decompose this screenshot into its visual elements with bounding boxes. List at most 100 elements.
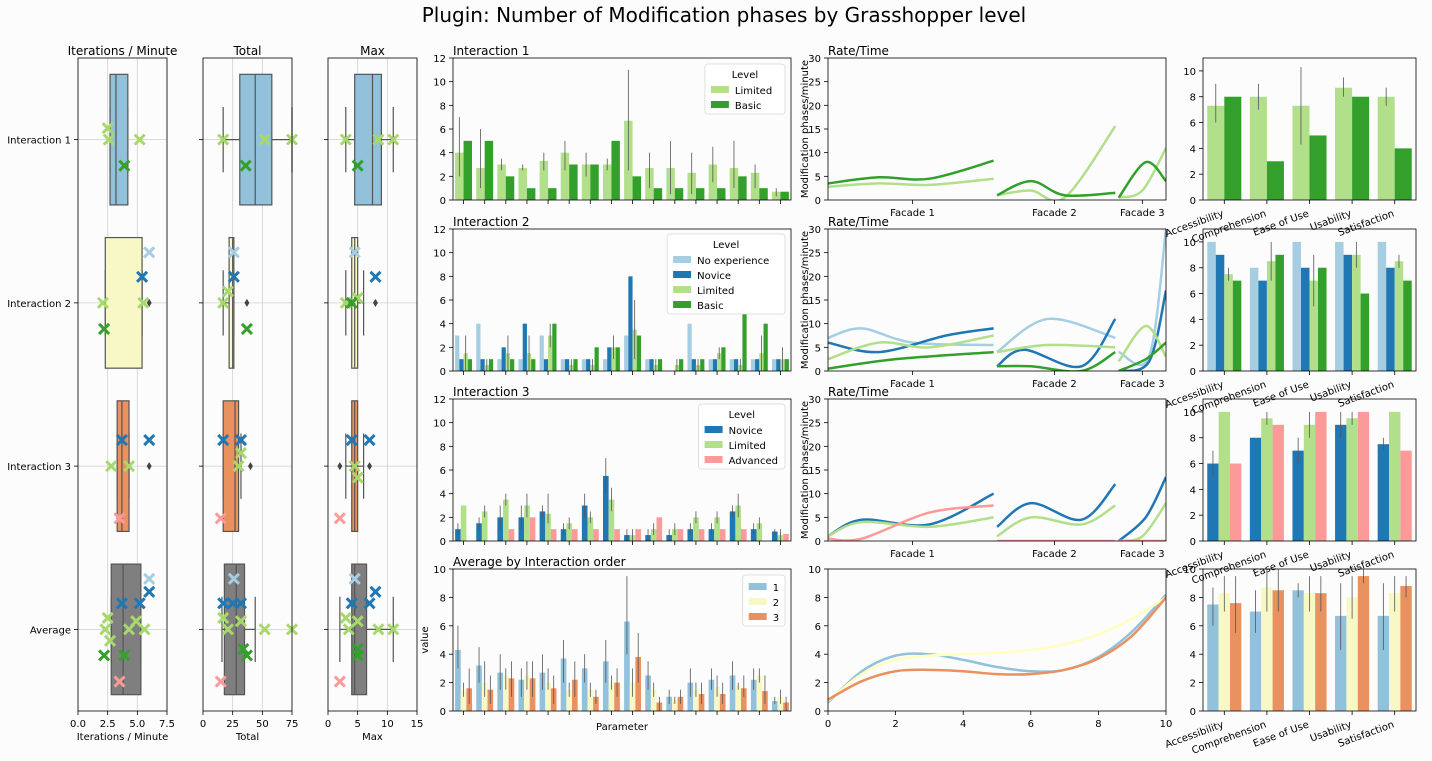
bar <box>771 359 777 371</box>
bar <box>1377 241 1387 371</box>
y-tick-label: 0 <box>815 367 821 378</box>
bar <box>481 511 488 541</box>
legend-swatch <box>673 256 692 263</box>
bar <box>1266 161 1284 200</box>
data-point <box>333 675 346 688</box>
legend-label: 1 <box>773 583 779 594</box>
bar <box>1292 450 1304 541</box>
bar <box>1346 418 1358 541</box>
data-point <box>348 572 361 585</box>
bar <box>1215 254 1225 371</box>
y-tick-label: 10 <box>433 249 446 260</box>
bar <box>1292 590 1304 711</box>
bar <box>581 359 587 371</box>
data-point <box>214 512 227 525</box>
bar <box>1229 603 1242 711</box>
category-label: Interaction 1 <box>7 136 71 147</box>
y-tick-label: 20 <box>808 442 821 453</box>
data-point <box>234 597 248 610</box>
bar-chart-bars_i2: 0 2 4 6 8 10 12 Interaction 2 Level No experience… <box>433 215 792 378</box>
y-tick-label: 2 <box>1190 170 1196 181</box>
bar <box>693 689 699 711</box>
data-point <box>387 133 400 146</box>
x-tick-label: 2 <box>892 719 898 730</box>
bar <box>501 347 506 371</box>
bar <box>650 689 657 711</box>
bar <box>518 168 527 200</box>
axes-frame <box>827 228 1167 372</box>
axes-title: Max <box>360 44 385 58</box>
legend-label: Advanced <box>729 456 778 467</box>
bar <box>480 359 485 371</box>
bar <box>632 176 642 200</box>
line-chart-rate_avg: 0 2 4 6 8 10 0 2 4 6 8 10 <box>808 565 1172 730</box>
x-tick-label: 2.5 <box>100 719 116 730</box>
bar <box>733 359 739 371</box>
y-tick-label: 2 <box>1190 679 1196 690</box>
segment-label: Facade 2 <box>1032 208 1077 219</box>
legend-swatch <box>673 271 692 278</box>
data-point <box>234 615 248 628</box>
bar <box>1394 148 1412 200</box>
y-tick-label: 6 <box>1190 622 1196 633</box>
y-tick-label: 0 <box>1190 196 1196 207</box>
bar <box>611 140 620 200</box>
box-plot-box_max: 0 5 10 15 Max Max <box>324 44 423 743</box>
y-tick-label: 10 <box>1183 67 1196 78</box>
y-tick-label: 25 <box>808 78 821 89</box>
bar-chart-bars_avg: 0 2 4 6 8 10 Average by Interaction order Param… <box>420 555 792 733</box>
y-tick-label: 6 <box>440 125 446 136</box>
bar <box>1346 597 1358 711</box>
y-tick-label: 0 <box>1190 367 1196 378</box>
line-chart-rate_i2: 0 5 10 15 20 25 30 Facade 1 Facade 2 Facade 3 Rate… <box>800 215 1167 390</box>
y-tick-label: 0 <box>440 367 446 378</box>
data-point <box>363 433 376 447</box>
legend-label: Novice <box>697 271 731 282</box>
data-point <box>369 585 382 598</box>
data-point <box>143 246 156 259</box>
data-point <box>115 597 128 610</box>
bar <box>459 359 464 371</box>
bar <box>467 359 473 371</box>
x-tick-label: 5 <box>354 719 360 730</box>
legend-label: No experience <box>697 256 769 267</box>
box <box>222 400 240 533</box>
bar <box>564 359 570 371</box>
series-line <box>828 596 1166 701</box>
bar <box>484 140 494 200</box>
series-line <box>828 596 1166 703</box>
bar <box>635 657 642 711</box>
y-tick-label: 15 <box>808 466 821 477</box>
bar <box>1400 450 1412 541</box>
bar <box>569 164 578 200</box>
axes-frame <box>452 398 792 542</box>
bar <box>1352 254 1361 371</box>
bar <box>594 347 599 371</box>
bar <box>783 533 789 541</box>
y-tick-label: 20 <box>808 101 821 112</box>
bar <box>1249 611 1262 711</box>
outlier-marker <box>372 298 378 307</box>
y-tick-label: 0 <box>1190 537 1196 548</box>
bar <box>602 359 608 371</box>
bar <box>735 685 742 711</box>
legend-swatch <box>748 583 767 590</box>
data-point <box>339 133 352 146</box>
legend-box <box>698 403 786 470</box>
bar <box>608 682 615 711</box>
bar <box>693 517 699 541</box>
segment-label: Facade 3 <box>1120 549 1165 560</box>
data-point <box>240 322 253 336</box>
data-point <box>234 447 248 460</box>
bar <box>587 689 594 711</box>
data-point <box>372 133 385 146</box>
bar <box>649 359 654 371</box>
data-point <box>105 460 118 473</box>
y-tick-label: 4 <box>815 650 821 661</box>
bar <box>721 347 726 371</box>
figure-title: Plugin: Number of Modification phases by… <box>422 3 1027 27</box>
y-tick-label: 6 <box>440 466 446 477</box>
bar <box>581 164 591 200</box>
y-tick-label: 10 <box>1183 238 1196 249</box>
